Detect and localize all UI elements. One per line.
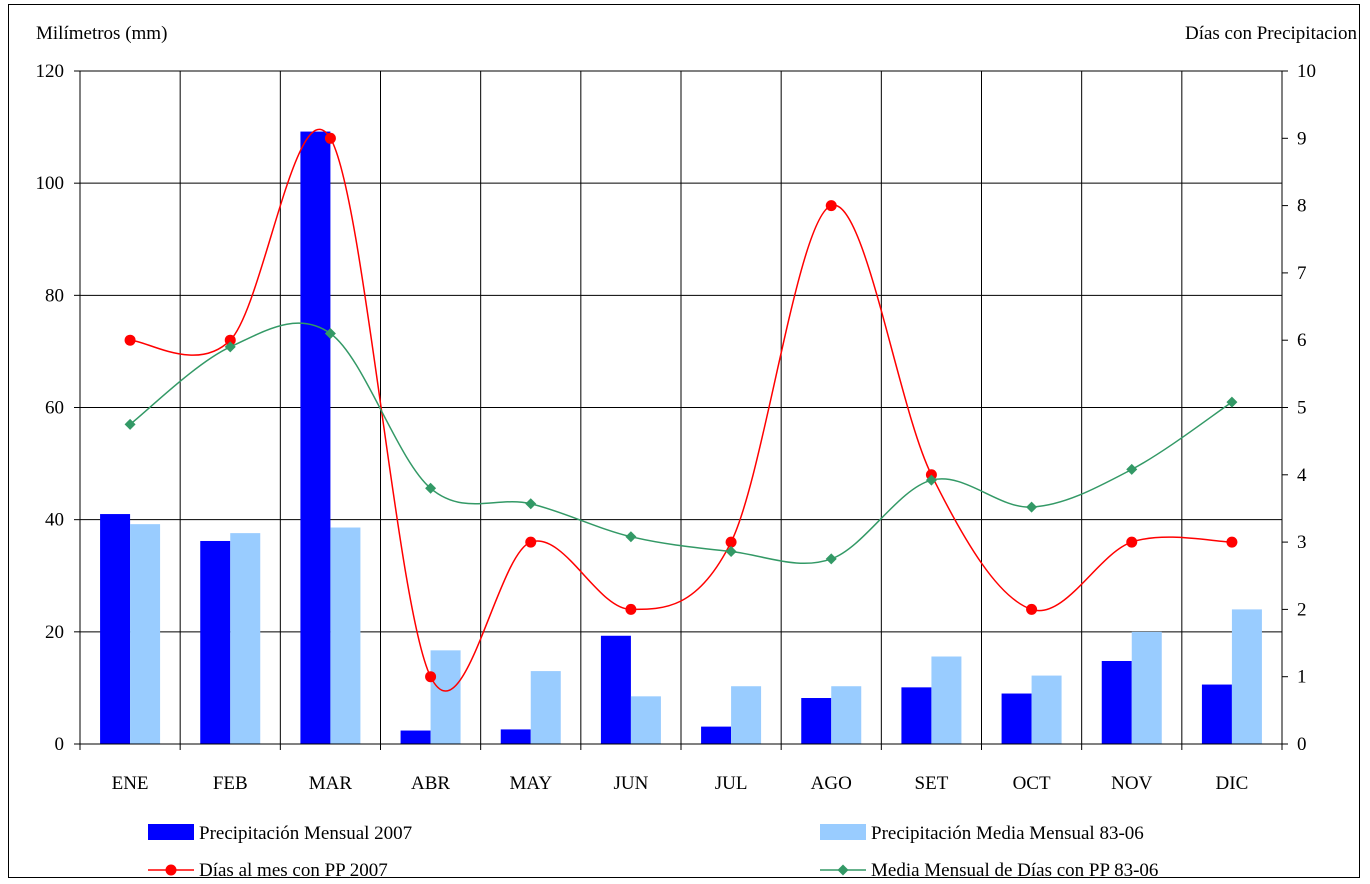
bar-precip-2007 [400, 730, 431, 744]
bar-precip-2007 [1001, 693, 1032, 744]
legend-swatch [148, 824, 194, 840]
bar-precip-2007 [200, 540, 231, 744]
legend-label: Media Mensual de Días con PP 83-06 [871, 860, 1158, 881]
marker-mean-days-pp-83-06 [1126, 463, 1138, 475]
y-left-tick-label: 20 [45, 622, 64, 643]
bar-precip-mean-83-06 [1231, 609, 1262, 744]
x-tick-label: SET [915, 773, 949, 794]
bar-precip-2007 [801, 698, 832, 744]
grid-lines [80, 70, 1282, 744]
bar-precip-2007 [500, 729, 531, 744]
y-axis-left-label: Milímetros (mm) [36, 23, 167, 44]
marker-days-pp-2007 [224, 334, 236, 346]
bar-precip-mean-83-06 [430, 650, 461, 744]
bar-precip-mean-83-06 [831, 686, 862, 744]
marker-days-pp-2007 [725, 536, 737, 548]
bar-precip-mean-83-06 [230, 533, 261, 744]
y-left-tick-label: 120 [36, 61, 65, 82]
y-right-tick-label: 7 [1297, 263, 1307, 284]
marker-days-pp-2007 [1226, 536, 1238, 548]
series-lines [124, 128, 1238, 692]
y-left-tick-label: 60 [45, 398, 64, 419]
y-left-tick-label: 100 [36, 173, 65, 194]
x-tick-label: ABR [411, 773, 450, 794]
bar-precip-2007 [1201, 684, 1232, 744]
x-tick-label: MAR [309, 773, 353, 794]
bar-precip-mean-83-06 [931, 656, 962, 744]
legend-label: Precipitación Mensual 2007 [199, 823, 412, 844]
marker-mean-days-pp-83-06 [525, 498, 537, 510]
bars [100, 131, 1262, 744]
legend-label: Días al mes con PP 2007 [199, 860, 388, 881]
x-tick-label: DIC [1216, 773, 1249, 794]
marker-days-pp-2007 [1126, 536, 1138, 548]
axes: 0 20 40 60 80 100 120 0 1 2 3 4 5 6 7 8 9 10 ENE FEB MAR ABR M… [36, 61, 1317, 794]
y-left-tick-label: 0 [55, 734, 65, 755]
marker-days-pp-2007 [825, 200, 837, 212]
y-right-tick-label: 5 [1297, 398, 1307, 419]
line-days-pp-2007 [130, 128, 1232, 692]
bar-precip-mean-83-06 [330, 527, 361, 744]
x-tick-label: ENE [112, 773, 149, 794]
marker-days-pp-2007 [324, 132, 336, 144]
y-right-tick-label: 2 [1297, 599, 1307, 620]
bar-precip-2007 [600, 635, 631, 744]
y-axis-right-label: Días con Precipitacion [1185, 23, 1358, 44]
y-right-tick-label: 1 [1297, 667, 1307, 688]
bar-precip-mean-83-06 [1031, 675, 1062, 744]
bar-precip-2007 [701, 726, 732, 744]
legend-marker [165, 864, 177, 876]
x-tick-label: MAY [509, 773, 552, 794]
bar-precip-mean-83-06 [731, 686, 762, 744]
marker-mean-days-pp-83-06 [1026, 501, 1038, 513]
y-right-tick-label: 10 [1297, 61, 1316, 82]
x-tick-label: JUN [613, 773, 648, 794]
x-tick-label: FEB [213, 773, 248, 794]
bar-precip-mean-83-06 [1131, 631, 1162, 744]
x-tick-label: JUL [715, 773, 748, 794]
marker-mean-days-pp-83-06 [324, 327, 336, 339]
legend-marker [837, 864, 849, 876]
marker-mean-days-pp-83-06 [425, 482, 437, 494]
legend-swatch [820, 824, 866, 840]
y-left-tick-label: 80 [45, 285, 64, 306]
y-right-tick-label: 4 [1297, 465, 1307, 486]
marker-mean-days-pp-83-06 [625, 531, 637, 543]
marker-days-pp-2007 [625, 603, 637, 615]
marker-days-pp-2007 [124, 334, 136, 346]
marker-days-pp-2007 [425, 671, 437, 683]
line-mean-days-pp-83-06 [129, 322, 1233, 565]
y-right-tick-label: 6 [1297, 330, 1307, 351]
marker-mean-days-pp-83-06 [725, 546, 737, 558]
marker-mean-days-pp-83-06 [1226, 396, 1238, 408]
y-right-tick-label: 0 [1297, 734, 1307, 755]
marker-mean-days-pp-83-06 [825, 553, 837, 565]
x-tick-label: OCT [1013, 773, 1051, 794]
bar-precip-mean-83-06 [130, 524, 161, 744]
bar-precip-2007 [100, 514, 131, 744]
y-right-tick-label: 9 [1297, 128, 1307, 149]
marker-days-pp-2007 [1026, 603, 1038, 615]
y-right-tick-label: 3 [1297, 532, 1307, 553]
x-tick-label: AGO [811, 773, 852, 794]
bar-precip-2007 [1101, 660, 1132, 744]
marker-mean-days-pp-83-06 [925, 474, 937, 486]
marker-days-pp-2007 [525, 536, 537, 548]
legend: Precipitación Mensual 2007 Precipitación … [148, 823, 1158, 881]
marker-mean-days-pp-83-06 [224, 341, 236, 353]
y-right-tick-label: 8 [1297, 196, 1307, 217]
bar-precip-2007 [300, 131, 331, 744]
marker-mean-days-pp-83-06 [124, 418, 136, 430]
bar-precip-2007 [901, 687, 932, 744]
bar-precip-mean-83-06 [630, 696, 661, 744]
legend-label: Precipitación Media Mensual 83-06 [871, 823, 1144, 844]
bar-precip-mean-83-06 [530, 671, 561, 744]
x-tick-label: NOV [1111, 773, 1152, 794]
y-left-tick-label: 40 [45, 510, 64, 531]
